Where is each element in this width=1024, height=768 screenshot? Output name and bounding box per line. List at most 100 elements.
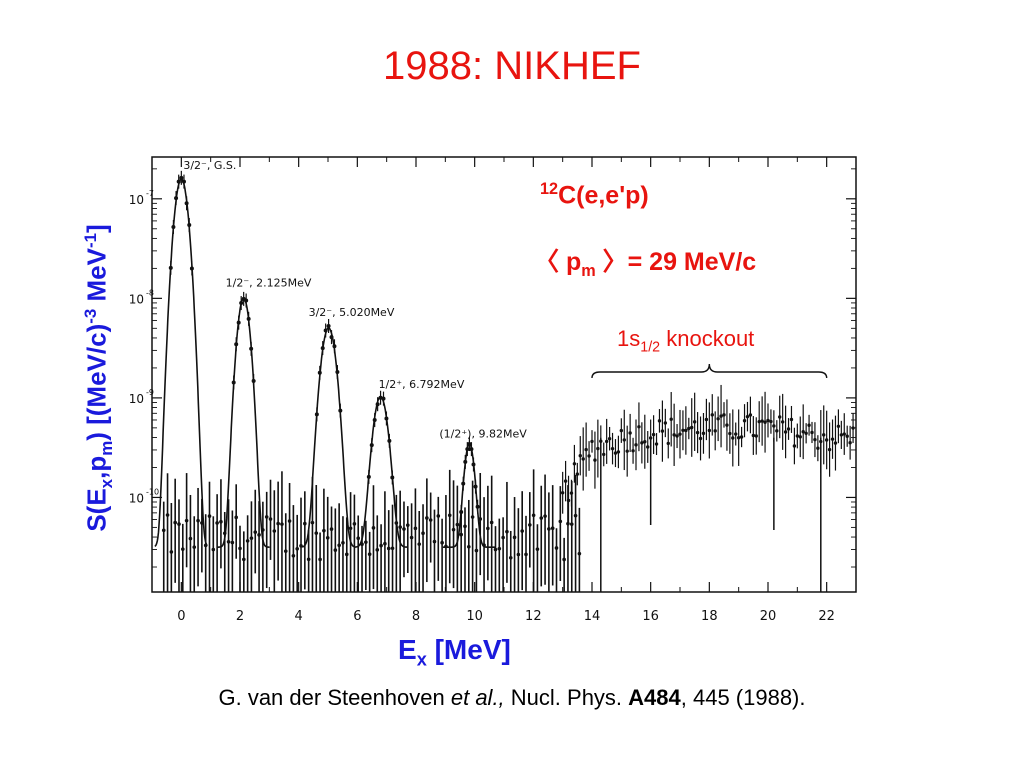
background-point [280,522,284,526]
background-point [550,526,555,531]
momentum-open: 〈 p [534,248,582,276]
peak-point [174,196,179,201]
peak-point [231,380,236,385]
knockout-annotation: 1s1/2 knockout [617,326,754,355]
continuum-point [607,437,612,441]
x-tick-label: 18 [701,609,718,624]
background-point [177,522,181,526]
citation: G. van der Steenhoven et al., Nucl. Phys… [0,685,1024,711]
continuum-point [795,434,800,438]
background-point [165,513,170,517]
background-point [207,514,212,518]
xlabel-a: E [398,634,417,665]
background-point [272,529,277,533]
continuum-point [798,435,802,439]
continuum-point [613,451,618,455]
continuum-point [822,433,826,437]
background-point [242,557,246,562]
background-point [512,535,517,540]
continuum-point [754,434,758,438]
peak-curve [217,297,270,548]
peak-point [168,265,173,270]
peak-point [475,504,480,509]
background-point [547,527,551,531]
continuum-point [625,449,629,453]
continuum-point [628,431,632,435]
continuum-point [690,425,694,430]
peak-point [246,316,251,321]
continuum-point [616,450,621,454]
peak-point [171,224,176,229]
background-point [249,536,254,540]
background-point [409,535,414,540]
continuum-point [678,432,682,436]
peak-point [459,509,464,514]
background-point [447,513,452,518]
continuum-point [783,430,788,434]
continuum-point [836,424,841,428]
peak-point [366,474,371,479]
continuum-point [672,433,676,437]
continuum-point [816,446,820,450]
continuum-point [584,447,588,452]
x-tick-label: 4 [295,609,303,624]
y-tick-label: 10 [129,292,144,306]
citation-authors: G. van der Steenhoven [218,685,451,710]
ylabel-e: ) [(MeV/c) [81,323,112,441]
y-axis-label-container: S(Ex,pm) [(MeV/c)-3 MeV-1] [79,175,119,580]
peak-point [369,443,374,448]
continuum-point [622,438,626,442]
peak-point [332,344,337,349]
continuum-point [807,423,811,427]
ylabel-c: ,p [81,455,112,479]
background-point [524,552,528,557]
peak-point [465,447,470,452]
continuum-point [578,454,582,458]
peak-point [314,412,319,417]
y-tick-exponent: -10 [146,487,159,496]
background-point [486,526,490,531]
continuum-point [731,436,735,440]
knockout-post: knockout [660,326,755,351]
background-point [478,517,483,521]
x-tick-label: 20 [760,609,777,624]
background-point [325,535,330,540]
background-point [573,513,578,518]
continuum-point [640,441,644,445]
continuum-point [748,413,753,417]
peak-label: 1/2⁻, 2.125MeV [226,276,312,289]
ylabel-g: MeV [81,247,112,309]
background-point [539,516,544,520]
x-tick-label: 8 [412,609,420,624]
peak-point [338,408,343,413]
background-point [226,539,231,544]
background-point [322,528,326,533]
background-point [337,543,341,548]
background-point [364,540,368,544]
peak-point [323,328,328,333]
continuum-point [575,472,580,476]
background-point [257,533,261,537]
continuum-point [839,433,844,437]
background-point [508,555,513,560]
peak-label: 3/2⁻, 5.020MeV [309,306,395,319]
background-point [341,540,345,545]
citation-rest: , 445 (1988). [680,685,806,710]
background-point [375,548,380,552]
continuum-point [833,441,838,445]
continuum-point [725,423,729,427]
citation-journal: Nucl. Phys. [504,685,629,710]
peak-label: (1/2⁺), 9.82MeV [439,428,527,441]
x-axis-label: Ex [MeV] [398,634,511,671]
momentum-label: 〈 pm 〉= 29 MeV/c [534,242,756,281]
background-point [528,523,532,527]
continuum-point [789,417,794,422]
background-point [367,552,372,556]
peak-point [390,475,395,480]
background-point [268,517,273,521]
continuum-point [654,442,659,446]
continuum-point [634,443,638,447]
continuum-point [848,441,852,445]
continuum-point [804,431,808,435]
slide-title: 1988: NIKHEF [383,44,641,88]
